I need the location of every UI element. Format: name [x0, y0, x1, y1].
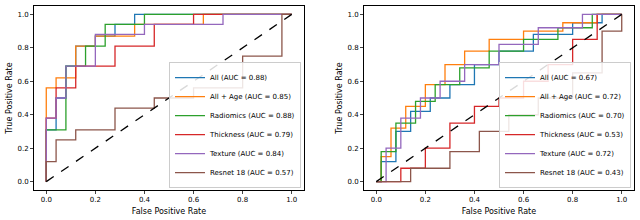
svg-text:Texture (AUC = 0.84): Texture (AUC = 0.84) — [209, 150, 284, 158]
svg-text:0.2: 0.2 — [17, 145, 28, 153]
svg-text:Radiomics (AUC = 0.70): Radiomics (AUC = 0.70) — [540, 112, 625, 120]
svg-text:1.0: 1.0 — [616, 196, 627, 204]
svg-text:True Positive Rate: True Positive Rate — [335, 62, 344, 134]
svg-text:Thickness (AUC = 0.79): Thickness (AUC = 0.79) — [209, 131, 293, 139]
svg-text:1.0: 1.0 — [286, 196, 297, 204]
svg-text:1.0: 1.0 — [347, 11, 358, 19]
svg-text:Texture (AUC = 0.72): Texture (AUC = 0.72) — [539, 150, 614, 158]
svg-text:0.8: 0.8 — [567, 196, 578, 204]
svg-text:0.6: 0.6 — [17, 78, 29, 86]
svg-text:1.0: 1.0 — [17, 11, 28, 19]
svg-text:0.2: 0.2 — [420, 196, 431, 204]
svg-text:False Positive Rate: False Positive Rate — [462, 207, 536, 216]
svg-text:0.4: 0.4 — [17, 111, 29, 119]
svg-text:0.8: 0.8 — [17, 44, 28, 52]
svg-text:0.2: 0.2 — [347, 145, 358, 153]
svg-text:0.4: 0.4 — [469, 196, 481, 204]
svg-text:0.0: 0.0 — [347, 178, 358, 186]
svg-text:0.6: 0.6 — [518, 196, 530, 204]
svg-text:Radiomics (AUC = 0.88): Radiomics (AUC = 0.88) — [210, 112, 295, 120]
svg-text:0.4: 0.4 — [139, 196, 151, 204]
svg-text:False Positive Rate: False Positive Rate — [132, 207, 206, 216]
svg-text:0.2: 0.2 — [90, 196, 101, 204]
svg-text:Resnet 18 (AUC = 0.43): Resnet 18 (AUC = 0.43) — [540, 169, 624, 177]
svg-text:0.0: 0.0 — [371, 196, 382, 204]
svg-text:All + Age (AUC = 0.72): All + Age (AUC = 0.72) — [540, 93, 621, 101]
svg-text:0.8: 0.8 — [347, 44, 358, 52]
svg-text:All + Age (AUC = 0.85): All + Age (AUC = 0.85) — [210, 93, 291, 101]
svg-text:0.6: 0.6 — [188, 196, 200, 204]
svg-text:0.0: 0.0 — [41, 196, 52, 204]
svg-text:0.4: 0.4 — [347, 111, 359, 119]
svg-text:All (AUC = 0.88): All (AUC = 0.88) — [210, 74, 267, 82]
svg-text:Resnet 18 (AUC = 0.57): Resnet 18 (AUC = 0.57) — [210, 169, 294, 177]
svg-text:0.6: 0.6 — [347, 78, 359, 86]
svg-text:0.8: 0.8 — [237, 196, 248, 204]
svg-text:Thickness (AUC = 0.53): Thickness (AUC = 0.53) — [539, 131, 623, 139]
svg-text:All (AUC = 0.67): All (AUC = 0.67) — [540, 74, 597, 82]
svg-text:0.0: 0.0 — [17, 178, 28, 186]
svg-text:True Positive Rate: True Positive Rate — [5, 62, 14, 134]
